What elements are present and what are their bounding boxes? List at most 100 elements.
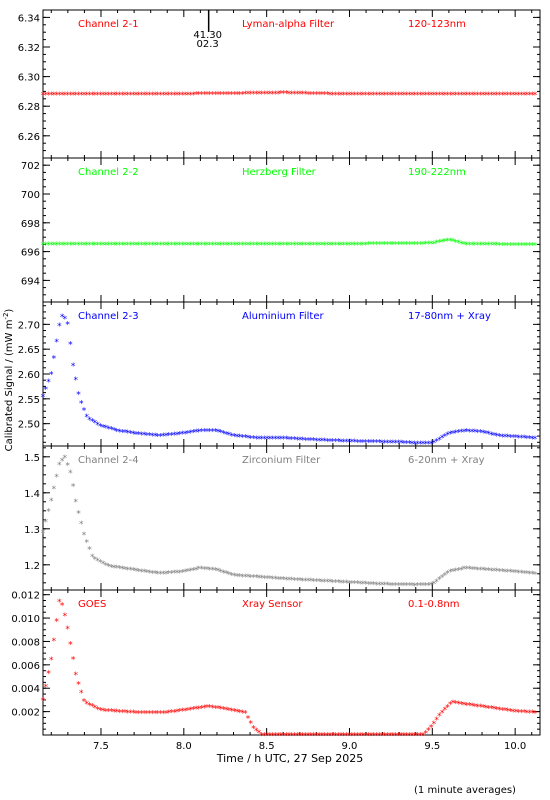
data-point: * [229,90,234,100]
y-tick-label: 1.4 [24,489,40,500]
data-point: * [153,91,158,101]
data-point: * [440,238,445,248]
data-point: * [216,428,221,438]
data-point: * [495,432,500,442]
data-point: * [333,91,338,101]
data-point: * [68,341,73,351]
data-point: * [500,241,505,251]
data-point: * [63,315,68,325]
data-point: * [156,709,161,719]
data-point: * [522,569,527,579]
data-point: * [410,582,415,592]
data-point: * [210,566,215,576]
data-point: * [128,709,133,719]
data-point: * [213,241,218,251]
y-axis-label: Calibrated Signal / (mW m-2) [2,309,15,452]
data-point: * [246,90,251,100]
data-point: * [522,91,527,101]
data-point: * [464,241,469,251]
y-tick-label: 0.012 [11,591,40,602]
data-point: * [90,553,95,563]
data-point: * [454,429,459,439]
data-point: * [93,555,98,565]
data-point: * [500,706,505,716]
data-point: * [413,732,418,742]
data-point: * [104,91,109,101]
data-point: * [388,732,393,742]
data-point: * [322,578,327,588]
y-tick-label: 0.002 [11,708,40,719]
data-point: * [497,706,502,716]
data-point: * [289,436,294,446]
data-point: * [166,91,171,101]
data-point: * [358,241,363,251]
data-point: * [79,689,84,699]
data-point: * [71,362,76,372]
data-point: * [497,241,502,251]
data-point: * [333,732,338,742]
data-point: * [276,732,281,742]
data-point: * [191,241,196,251]
data-point: * [341,91,346,101]
data-point: * [281,241,286,251]
data-point: * [202,428,207,438]
data-point: * [240,433,245,443]
data-point: * [158,709,163,719]
data-point: * [377,241,382,251]
data-point: * [235,90,240,100]
data-point: * [339,241,344,251]
data-point: * [306,90,311,100]
data-point: * [514,241,519,251]
data-point: * [43,385,48,395]
data-point: * [191,91,196,101]
data-point: * [511,433,516,443]
data-point: * [169,431,174,441]
data-point: * [443,433,448,443]
data-point: * [251,435,256,445]
data-point: * [377,439,382,449]
data-point: * [393,439,398,449]
data-point: * [134,241,139,251]
data-point: * [470,91,475,101]
data-point: * [79,241,84,251]
data-point: * [530,435,535,445]
data-point: * [505,91,510,101]
data-point: * [347,732,352,742]
data-point: * [134,567,139,577]
data-point: * [177,569,182,579]
data-point: * [60,241,65,251]
data-point: * [306,732,311,742]
data-point: * [79,91,84,101]
data-point: * [123,91,128,101]
data-point: * [57,241,62,251]
y-tick-label: 0.006 [11,661,40,672]
data-point: * [177,431,182,441]
data-point: * [112,91,117,101]
data-point: * [374,732,379,742]
data-point: * [259,241,264,251]
data-point: * [177,708,182,718]
data-point: * [257,574,262,584]
data-point: * [82,91,87,101]
data-point: * [350,579,355,589]
data-point: * [393,581,398,591]
y-tick-label: 1.2 [24,561,40,572]
data-point: * [76,391,81,401]
data-point: * [418,732,423,742]
data-point: * [117,91,122,101]
data-point: * [456,429,461,439]
data-point: * [459,240,464,250]
data-point: * [320,241,325,251]
data-point: * [229,432,234,442]
data-point: * [46,669,51,679]
data-point: * [139,709,144,719]
data-point: * [213,567,218,577]
data-point: * [429,581,434,591]
data-point: * [352,732,357,742]
data-point: * [240,90,245,100]
event-marker-label: 41.30 [193,30,222,41]
data-point: * [98,241,103,251]
data-point: * [372,732,377,742]
data-point: * [516,91,521,101]
data-point: * [292,241,297,251]
